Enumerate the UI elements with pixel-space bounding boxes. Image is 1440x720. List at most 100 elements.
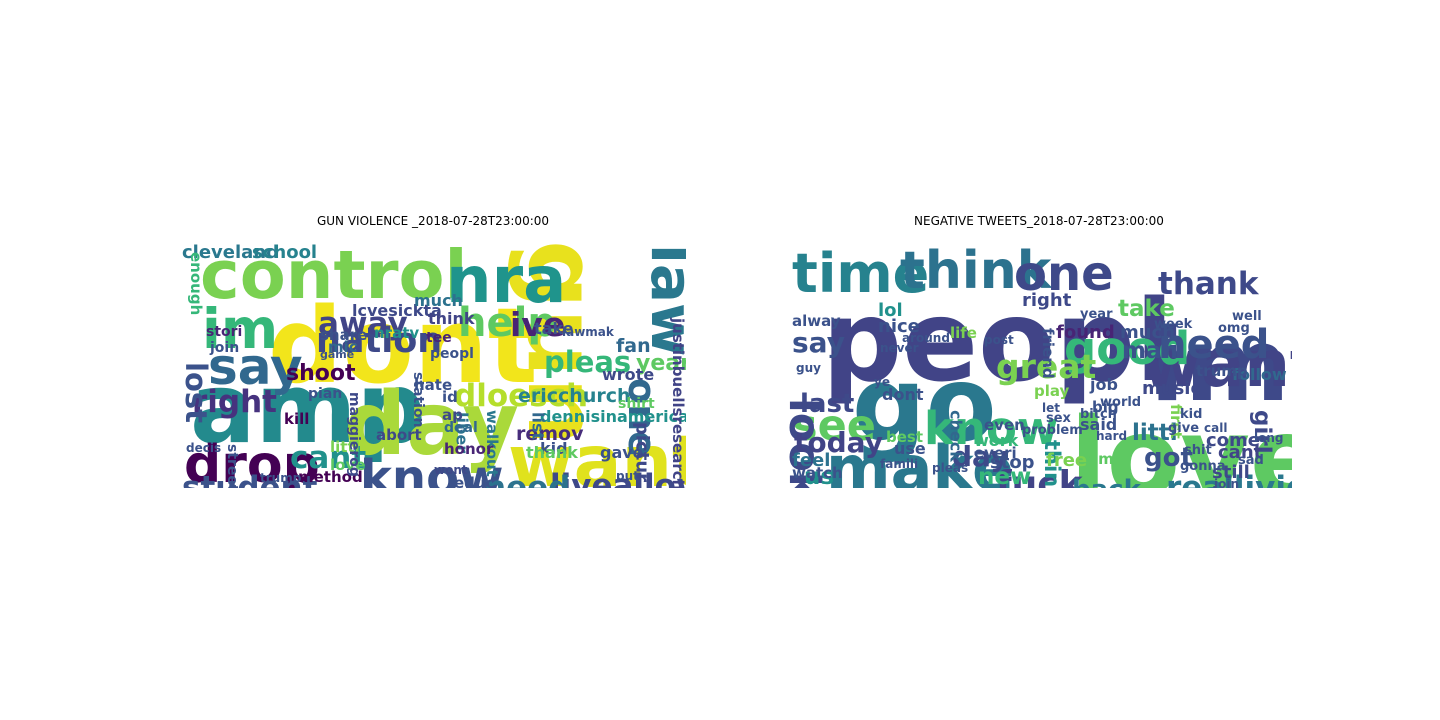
word-nice: nice: [878, 316, 920, 337]
word-bitch: bitch: [1080, 407, 1117, 422]
word-make: make: [826, 432, 1014, 488]
word-famili: famili: [880, 457, 918, 471]
word-man: man: [1122, 338, 1178, 364]
word-friend: friend: [1039, 328, 1057, 379]
word-job: job: [1089, 375, 1118, 394]
word-station: station: [410, 372, 426, 428]
word-take: take: [534, 319, 574, 338]
word-kid: kid: [540, 439, 568, 458]
word-nratv: nratv: [374, 324, 419, 342]
word-decis: decis: [186, 441, 221, 455]
word-pleas: pleas: [544, 345, 631, 379]
word-one: one: [620, 378, 664, 457]
word-shoot: shoot: [286, 361, 356, 386]
word-hate: hate: [414, 376, 452, 394]
word-omg: omg: [1218, 321, 1250, 336]
word-liber: liber: [453, 412, 472, 453]
word-today: today: [794, 426, 883, 459]
word-dloesch: dloesch: [454, 378, 588, 414]
word-mic: mic: [328, 338, 358, 356]
word-street: street: [224, 444, 240, 488]
word-new: new: [978, 464, 1031, 488]
word-tee: tee: [426, 330, 452, 346]
word-thing: thing: [1040, 440, 1064, 488]
word-pian: pian: [308, 386, 342, 402]
word-stori: stori: [206, 324, 242, 340]
word-love: love: [330, 456, 365, 474]
word-remov: remov: [516, 423, 584, 445]
word-feel: feel: [792, 450, 830, 471]
word-peopl: peopl: [822, 277, 1174, 407]
word-think: think: [900, 241, 1053, 301]
word-trump: trump: [1196, 362, 1248, 380]
word-got: got: [1144, 443, 1193, 473]
word-one: one: [1014, 246, 1114, 302]
word-sex: sex: [1046, 411, 1072, 426]
word-amp: amp: [1088, 450, 1125, 468]
word-lost: lost: [180, 362, 213, 423]
word-honor: honor: [444, 440, 494, 458]
word-join: join: [209, 340, 239, 356]
word-thank: thank: [1158, 266, 1260, 302]
word-game: game: [320, 348, 354, 361]
word-big: big: [1092, 398, 1119, 416]
word-great: great: [996, 347, 1097, 386]
wordcloud-panel-gun-violence: GUN VIOLENCE _2018-07-28T23:00:00 dont gu…: [180, 212, 686, 488]
word-problem: problem: [1022, 423, 1083, 438]
word-pictur: pictur: [632, 422, 653, 482]
word-want: want: [508, 420, 686, 488]
word-hard: hard: [1096, 429, 1127, 443]
word-littl: littl: [1132, 420, 1178, 446]
word-thank: thank: [526, 443, 578, 462]
word-nation: nation: [316, 321, 442, 361]
word-want: want: [1142, 328, 1292, 402]
word-good: good: [1064, 322, 1190, 375]
word-check: check: [947, 410, 966, 462]
word-first: first: [1167, 404, 1185, 439]
word-ye: ye: [874, 375, 890, 389]
word-maggierog: maggierog: [346, 392, 362, 477]
word-found: found: [1056, 322, 1115, 343]
word-fuck: fuck: [996, 464, 1084, 488]
word-educ: educ: [454, 474, 494, 488]
word-us: us: [804, 464, 834, 488]
word-best: best: [886, 428, 923, 446]
word-year: year: [636, 351, 686, 376]
word-ericchurch: ericchurch: [518, 385, 631, 407]
word-long: long: [1254, 431, 1284, 445]
word-gave: gave: [600, 443, 644, 462]
word-kill: kill: [284, 410, 309, 428]
word-id: id: [442, 388, 458, 406]
word-lcvesickta: lcvesickta: [352, 301, 442, 320]
word-week: week: [1154, 317, 1193, 332]
word-peopl: peopl: [430, 346, 474, 362]
word-put: put: [616, 469, 639, 483]
word-dennisinamerica: dennisinamerica: [540, 407, 686, 426]
word-kid: kid: [1180, 407, 1202, 422]
word-well: well: [1232, 309, 1262, 324]
word-work: work: [974, 431, 1019, 450]
word-abort: abort: [376, 426, 422, 444]
word-back: back: [1072, 475, 1142, 488]
word-cleveland: cleveland: [182, 242, 279, 263]
word-guy: guy: [796, 361, 821, 375]
word-year: year: [1080, 307, 1113, 322]
word-right: right: [192, 384, 277, 420]
word-liveallow: liveallow: [550, 468, 686, 488]
word-reallivideo: reallivideo: [1166, 470, 1292, 488]
word-law: law: [638, 244, 686, 357]
word-cant: cant: [290, 440, 366, 476]
word-control: control: [200, 236, 468, 314]
word-girl: girl: [1249, 410, 1275, 454]
word-watch: watch: [792, 464, 843, 482]
word-cant: cant: [1218, 442, 1263, 463]
word-see: see: [792, 401, 876, 451]
word-help: help: [458, 300, 556, 346]
word-trump: trump: [260, 471, 302, 485]
word-away: away: [318, 306, 408, 342]
word-pleas: pleas: [932, 461, 968, 475]
word-know: know: [924, 402, 1058, 455]
word-play: play: [1034, 382, 1070, 400]
word-wrote: wrote: [602, 365, 654, 384]
word-fan: fan: [616, 335, 651, 357]
